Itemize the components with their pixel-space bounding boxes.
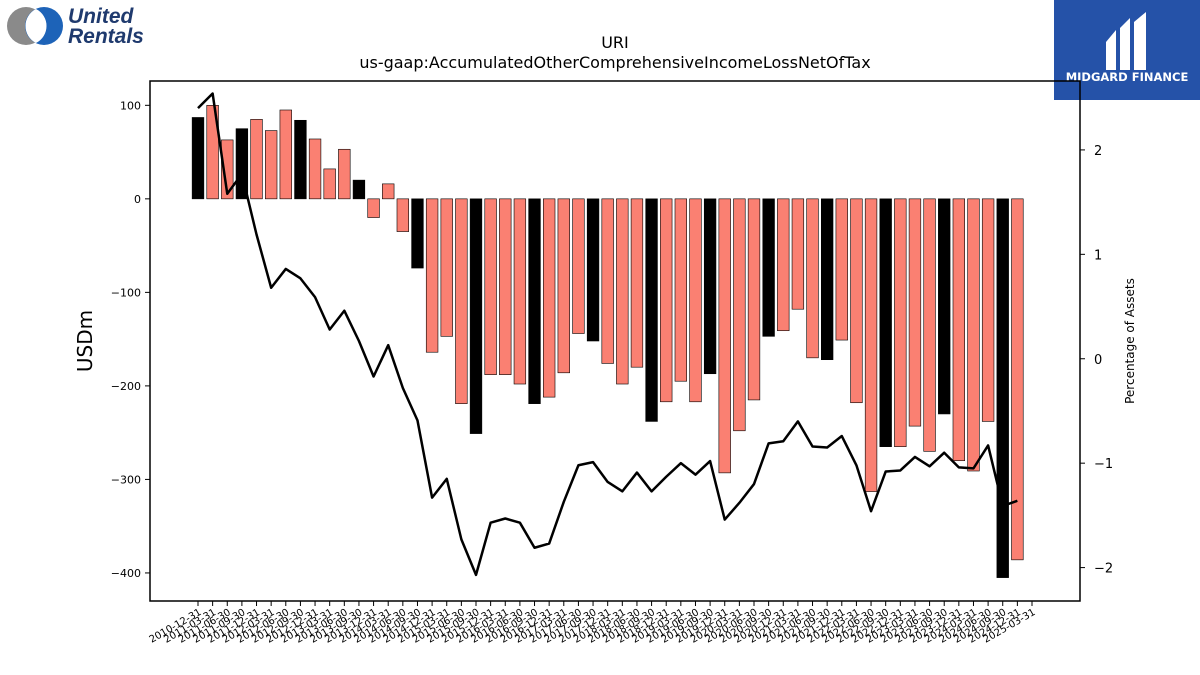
bar-2013-09-30 <box>352 179 366 200</box>
y2-tick-label-2: 2 <box>1094 144 1102 159</box>
midgard-finance-logo-mark: MIDGARD FINANCE <box>1066 12 1189 84</box>
bar-2020-09-30 <box>762 198 775 337</box>
bar-2023-12-31 <box>952 198 965 462</box>
logo-text-line1: United <box>68 5 135 28</box>
bar-2016-12-31 <box>543 198 556 398</box>
bar-2018-09-30 <box>645 198 658 422</box>
bar-2023-03-31 <box>908 198 922 427</box>
bar-2022-09-30 <box>879 198 892 447</box>
y-tick-label--100: −100 <box>111 286 141 299</box>
logo-pillar-left <box>1106 30 1116 70</box>
bar-2019-09-30 <box>703 198 717 375</box>
bar-2024-09-30 <box>996 198 1009 578</box>
bar-2014-06-30 <box>396 198 409 232</box>
bar-2018-03-31 <box>616 198 629 385</box>
bar-2021-09-30 <box>821 198 834 361</box>
bar-2012-12-31 <box>308 138 322 200</box>
bar-2022-06-30 <box>864 198 878 492</box>
bar-2024-12-31 <box>1011 198 1024 561</box>
bar-2011-03-31 <box>206 105 219 200</box>
bar-2012-09-30 <box>294 119 307 200</box>
bar-2017-03-31 <box>557 198 570 374</box>
bar-2024-06-30 <box>981 198 995 422</box>
percentage-of-assets-line <box>197 92 1018 577</box>
bar-2020-03-31 <box>733 198 746 432</box>
bar-2018-12-31 <box>660 198 673 403</box>
bar-2023-09-30 <box>938 198 951 415</box>
y-tick-label-0: 0 <box>134 193 141 206</box>
line-layer <box>197 92 1018 577</box>
bar-2019-12-31 <box>718 198 731 474</box>
right-axis: 2 1 0 −1 −2 <box>1080 144 1113 577</box>
bar-2017-09-30 <box>586 198 600 342</box>
logo-text-line2: Rentals <box>68 25 144 48</box>
y2-axis-label: Percentage of Assets <box>1123 278 1137 404</box>
logo-pillar-right <box>1134 12 1146 70</box>
bar-2019-06-30 <box>689 198 702 403</box>
y-tick-label-100: 100 <box>120 99 141 112</box>
y2-tick-label--1: −1 <box>1094 457 1113 472</box>
y2-tick-label-0: 0 <box>1094 353 1102 368</box>
bar-2012-06-30 <box>279 109 292 200</box>
x-axis: 2010-12-312011-03-312011-06-302011-09-30… <box>148 601 1038 646</box>
y-tick-label--400: −400 <box>111 567 141 580</box>
bar-2016-06-30 <box>513 198 527 385</box>
bar-2013-03-31 <box>323 168 336 200</box>
bar-2013-06-30 <box>338 148 351 200</box>
bar-2015-12-31 <box>484 198 497 375</box>
logo-circle-overlap <box>25 9 47 43</box>
bar-2015-09-30 <box>469 198 483 434</box>
bar-2020-12-31 <box>777 198 790 332</box>
bar-2017-06-30 <box>572 198 585 334</box>
bar-2015-03-31 <box>440 198 453 337</box>
bar-2017-12-31 <box>601 198 614 364</box>
united-rentals-logo-mark: United Rentals <box>7 5 144 48</box>
bar-2019-03-31 <box>674 198 687 382</box>
bar-2011-09-30 <box>235 128 249 200</box>
bar-2020-06-30 <box>747 198 761 401</box>
bar-2022-03-31 <box>850 198 863 404</box>
bar-2016-09-30 <box>528 198 541 404</box>
bar-2015-06-30 <box>455 198 468 404</box>
logo-pillar-mid <box>1120 18 1130 70</box>
left-axis: 100 0 −100 −200 −300 −400 <box>111 99 150 580</box>
bar-2014-09-30 <box>411 198 424 269</box>
bar-2014-12-31 <box>425 198 439 353</box>
y-tick-label--300: −300 <box>111 473 141 486</box>
bar-2021-12-31 <box>835 198 848 341</box>
y2-tick-label-1: 1 <box>1094 248 1102 263</box>
bar-2024-03-31 <box>967 198 980 472</box>
bar-2013-12-31 <box>367 198 380 218</box>
bar-2011-12-31 <box>250 119 263 200</box>
y-axis-label: USDm <box>73 310 97 372</box>
y2-tick-label--2: −2 <box>1094 562 1113 577</box>
bar-2016-03-31 <box>499 198 512 375</box>
bar-2011-06-30 <box>221 139 234 200</box>
bar-2021-06-30 <box>806 198 819 359</box>
chart-title: URI <box>601 33 629 52</box>
plot-frame <box>149 80 1081 602</box>
logo-text: MIDGARD FINANCE <box>1066 70 1189 84</box>
bar-2022-12-31 <box>894 198 907 447</box>
bar-2018-06-30 <box>630 198 644 368</box>
bar-2012-03-31 <box>265 130 278 200</box>
midgard-finance-logo: MIDGARD FINANCE <box>1054 0 1200 100</box>
y-tick-label--200: −200 <box>111 380 141 393</box>
united-rentals-logo: United Rentals <box>0 0 170 52</box>
chart-subtitle: us-gaap:AccumulatedOtherComprehensiveInc… <box>359 53 870 72</box>
bar-2021-03-31 <box>791 198 805 310</box>
bar-2014-03-31 <box>382 183 395 200</box>
bar-2010-12-31 <box>191 117 205 200</box>
bar-2023-06-30 <box>923 198 936 452</box>
bars-group <box>191 105 1024 578</box>
